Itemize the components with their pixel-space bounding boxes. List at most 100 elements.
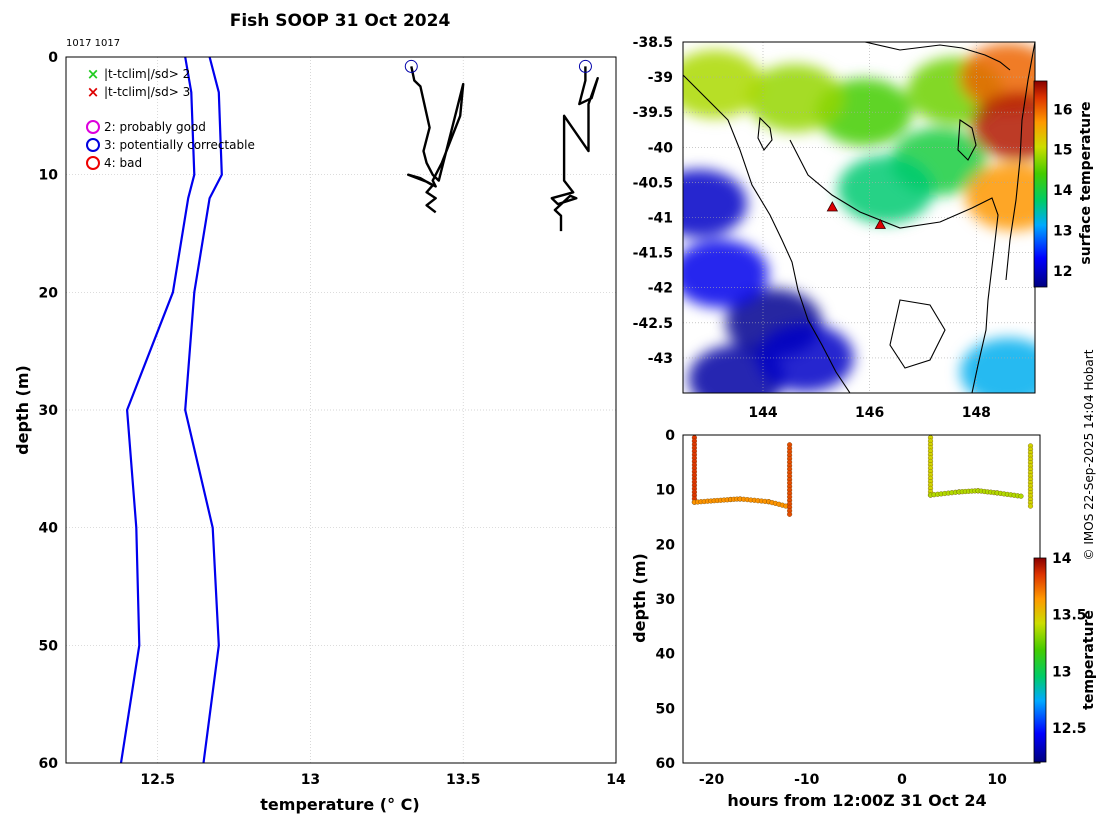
- sst-colorbar-tick: 16: [1053, 102, 1072, 118]
- legend-qc-2: 2: probably good: [104, 120, 206, 134]
- sst-patch: [960, 337, 1035, 393]
- coast-victoria: [864, 42, 1011, 71]
- section-axes-bg: [683, 435, 1040, 763]
- section-ytick: 40: [656, 647, 676, 663]
- section-ytick: 60: [656, 756, 676, 772]
- sst-patch: [747, 64, 843, 133]
- coast-west-tasmania: [683, 74, 851, 393]
- sst-colorbar-label: surface temperature: [1078, 101, 1094, 264]
- section-xlabel: hours from 12:00Z 31 Oct 24: [727, 791, 986, 810]
- map-ytick: -39: [648, 70, 673, 86]
- map-ytick: -42.5: [633, 316, 673, 332]
- profile-series-1: [184, 56, 223, 764]
- profile-ytick: 10: [39, 168, 59, 184]
- section-ticks: -20 -10 0 10 0 10 20 30 40 50 60: [656, 428, 1008, 788]
- legend-flag-3: |t-tclim|/sd> 3: [104, 85, 190, 99]
- legend-magenta-circle-icon: [86, 120, 100, 134]
- profile-axes-box: [65, 56, 617, 764]
- legend-red-x-icon: ×: [87, 83, 100, 101]
- map-ytick: -42: [648, 281, 673, 297]
- section-ylabel: depth (m): [630, 553, 649, 643]
- profile-start-marker: [578, 59, 592, 73]
- profile-xlabel: temperature (° C): [260, 795, 419, 814]
- map-xtick: 146: [855, 405, 884, 421]
- profile-xtick: 14: [606, 772, 626, 788]
- section-xtick: 10: [987, 772, 1007, 788]
- sst-patch: [683, 239, 769, 308]
- profile-xtick: 12.5: [140, 772, 175, 788]
- section-xtick: -10: [794, 772, 820, 788]
- section-point: [1018, 493, 1024, 499]
- profile-series-3: [550, 66, 599, 232]
- legend-blue-circle-icon: [86, 138, 100, 152]
- map-ytick: -40.5: [633, 175, 673, 191]
- sst-patch: [683, 50, 763, 119]
- figure-title: Fish SOOP 31 Oct 2024: [230, 11, 451, 31]
- coast-tasmania-north-east: [789, 139, 999, 393]
- profile-xtick: 13: [301, 772, 320, 788]
- legend: × |t-tclim|/sd> 2 × |t-tclim|/sd> 3 2: p…: [86, 65, 255, 170]
- temperature-colorbar-tick: 14: [1052, 551, 1072, 567]
- map-flag-marker: [826, 201, 839, 212]
- map-xtick: 144: [748, 405, 777, 421]
- profile-series-0: [119, 56, 196, 764]
- map-ytick: -41.5: [633, 246, 673, 262]
- king-island: [757, 116, 773, 152]
- sst-patch: [683, 169, 747, 238]
- profile-ytick: 0: [48, 50, 58, 66]
- section-ytick: 50: [656, 701, 676, 717]
- section-plot: -20 -10 0 10 0 10 20 30 40 50 60 hours from 12:00Z…: [630, 428, 1097, 810]
- map-ytick: -40: [648, 140, 674, 156]
- sst-patch: [837, 155, 934, 224]
- profile-ytick: 30: [39, 403, 59, 419]
- section-points: [691, 435, 1034, 517]
- map-ytick: -43: [648, 351, 673, 367]
- profile-ytick: 60: [39, 756, 59, 772]
- credit-text: © IMOS 22-Sep-2025 14:04 Hobart: [1082, 349, 1096, 560]
- profile-series-2: [407, 66, 465, 214]
- profile-axes-bg: [66, 57, 616, 763]
- map-ytick: -39.5: [633, 105, 673, 121]
- section-point: [787, 511, 793, 517]
- profile-lines: [119, 56, 599, 764]
- map-plot: 144 146 148 -38.5 -39 -39.5 -40 -40.5 -41 -41.5 -4…: [633, 35, 1094, 421]
- legend-qc-4: 4: bad: [104, 156, 142, 170]
- temperature-colorbar-ticks: 12.5 13 13.5 14: [1052, 551, 1087, 737]
- coast-mainland-east: [1005, 42, 1035, 281]
- profile-ticks: 12.5 13 13.5 14 0 10 20 30 40 50 60: [39, 50, 626, 788]
- sst-colorbar: [1033, 80, 1048, 288]
- temperature-colorbar-tick: 13.5: [1052, 608, 1087, 624]
- section-ytick: 0: [665, 428, 675, 444]
- temperature-colorbar-tick: 12.5: [1052, 721, 1087, 737]
- flinders-island: [957, 119, 977, 161]
- map-ytick: -41: [648, 211, 673, 227]
- temperature-colorbar: [1033, 557, 1047, 763]
- sst-patch: [757, 323, 854, 392]
- sst-colorbar-ticks: 12 13 14 15 16: [1053, 102, 1073, 280]
- legend-red-circle-icon: [86, 156, 100, 170]
- map-ytick: -38.5: [633, 35, 673, 51]
- profile-ytick: 50: [39, 638, 59, 654]
- sst-field: [683, 43, 1035, 393]
- section-point: [1027, 503, 1034, 509]
- sst-colorbar-tick: 13: [1053, 223, 1072, 239]
- tasmania-interior-lake: [889, 299, 946, 369]
- coastline: [683, 42, 1035, 393]
- section-xtick: 0: [897, 772, 907, 788]
- sst-colorbar-tick: 14: [1053, 183, 1073, 199]
- profile-ids: 1017 1017: [66, 38, 120, 49]
- map-markers: [826, 201, 887, 229]
- section-ytick: 30: [656, 592, 676, 608]
- temperature-colorbar-tick: 13: [1052, 664, 1071, 680]
- sst-colorbar-tick: 15: [1053, 143, 1072, 159]
- section-ytick: 10: [656, 483, 676, 499]
- profile-ylabel: depth (m): [13, 365, 32, 455]
- sst-colorbar-tick: 12: [1053, 264, 1072, 280]
- profile-plot: 12.5 13 13.5 14 0 10 20 30 40 50 60 temperature (°…: [13, 50, 626, 814]
- profile-ytick: 40: [39, 521, 59, 537]
- map-ticks: 144 146 148 -38.5 -39 -39.5 -40 -40.5 -41 -41.5 -4…: [633, 35, 991, 421]
- profile-ytick: 20: [39, 285, 59, 301]
- profile-xtick: 13.5: [446, 772, 481, 788]
- legend-flag-2: |t-tclim|/sd> 2: [104, 67, 190, 81]
